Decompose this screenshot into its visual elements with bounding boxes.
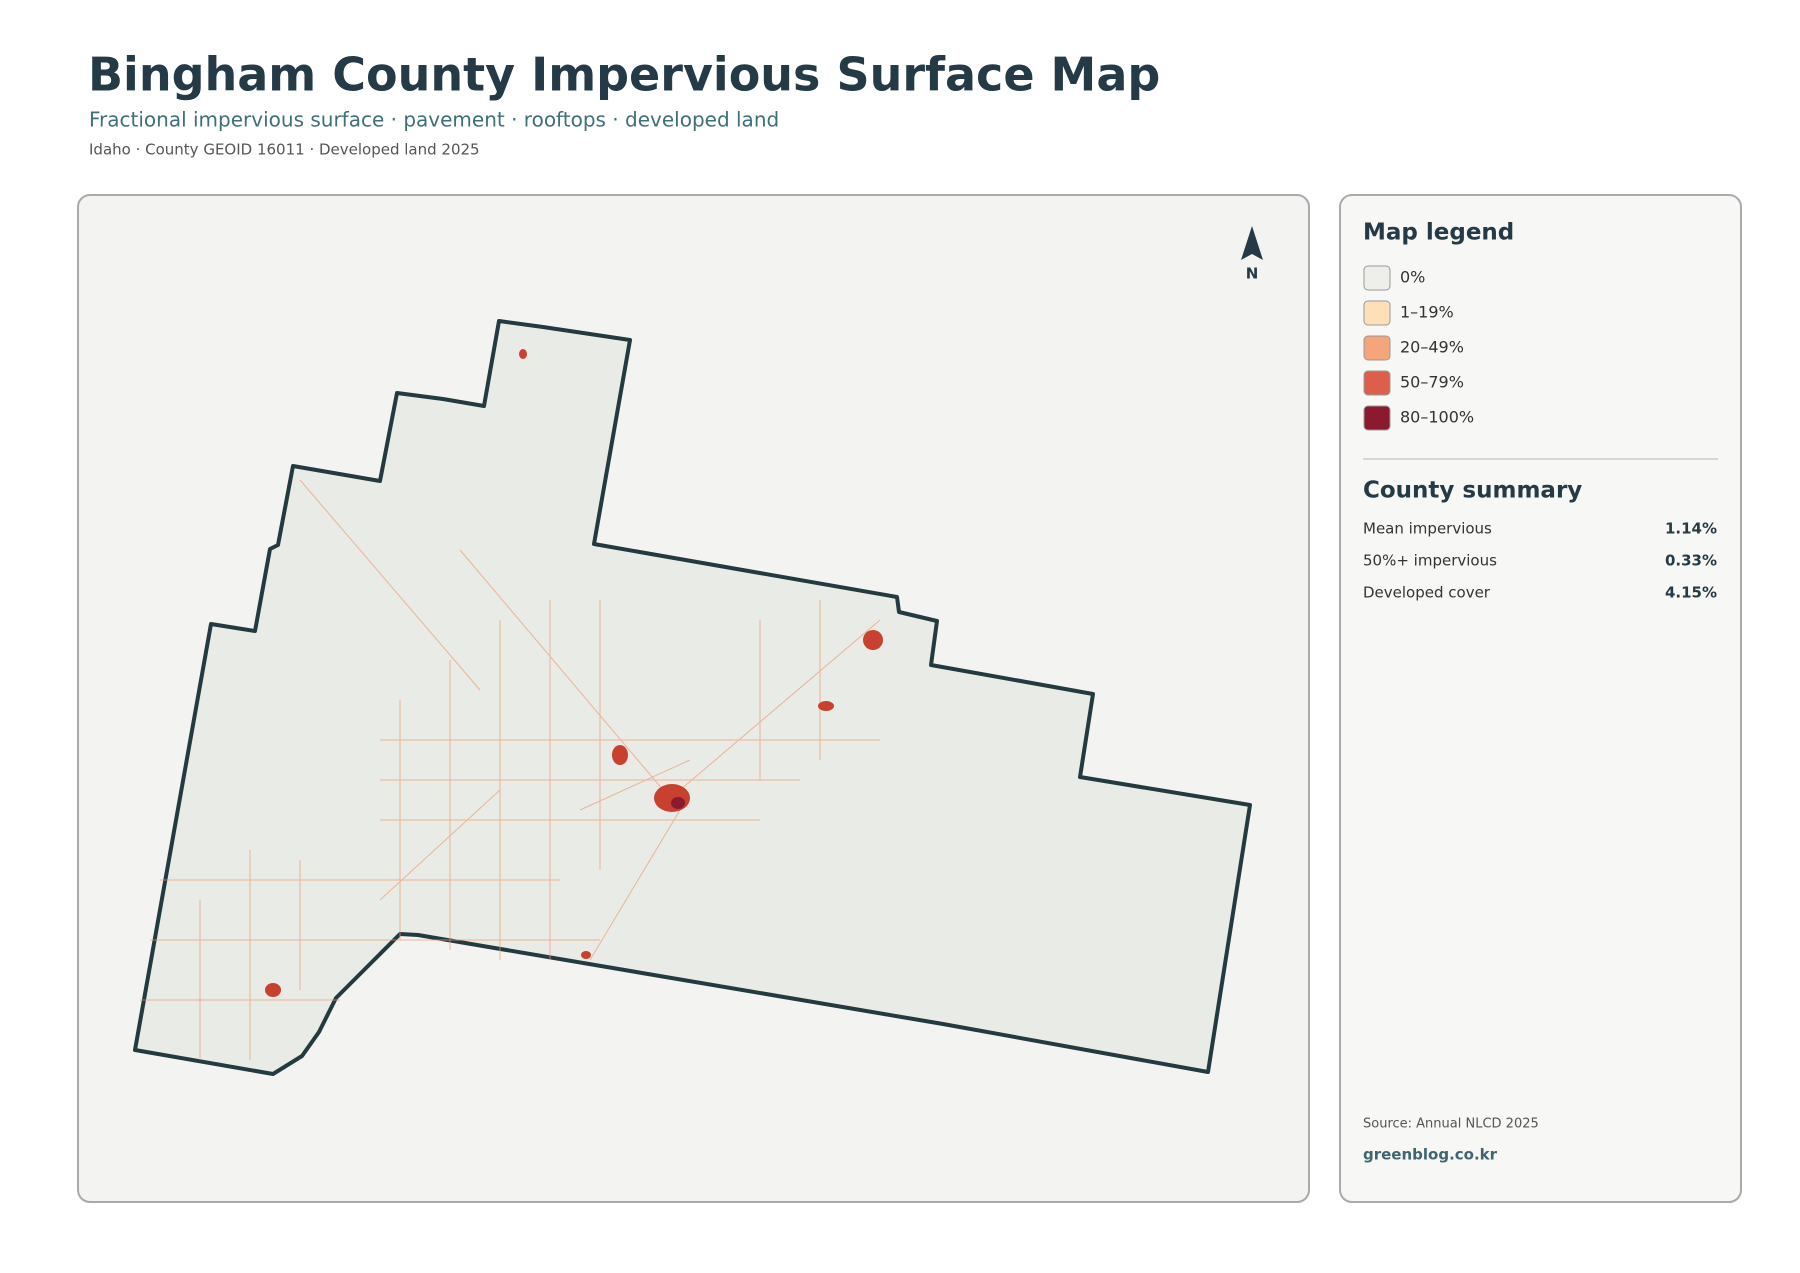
legend-label: 20–49% [1400, 338, 1464, 357]
summary-label: 50%+ impervious [1363, 552, 1497, 570]
meta: Idaho · County GEOID 16011 · Developed l… [89, 141, 480, 159]
county-map [133, 319, 1252, 1076]
legend-swatch [1363, 300, 1391, 326]
legend-swatch [1363, 405, 1391, 431]
title: Bingham County Impervious Surface Map [88, 48, 1160, 102]
legend-swatch [1363, 335, 1391, 361]
site-link[interactable]: greenblog.co.kr [1363, 1146, 1498, 1164]
subtitle: Fractional impervious surface · pavement… [89, 108, 779, 132]
summary-value: 1.14% [1665, 520, 1717, 538]
legend-items: 0% 1–19% 20–49% 50–79% 80–100% [1363, 265, 1474, 431]
legend-label: 1–19% [1400, 303, 1454, 322]
legend-swatch [1363, 370, 1391, 396]
legend-label: 80–100% [1400, 408, 1474, 427]
summary-label: Mean impervious [1363, 520, 1492, 538]
north-label: N [1246, 265, 1259, 283]
legend-label: 50–79% [1400, 373, 1464, 392]
summary-value: 4.15% [1665, 584, 1717, 602]
summary-label: Developed cover [1363, 584, 1491, 602]
legend-label: 0% [1400, 268, 1425, 287]
urban-areas [265, 349, 883, 997]
legend-swatch [1363, 265, 1391, 291]
summary-value: 0.33% [1665, 552, 1717, 570]
source: Source: Annual NLCD 2025 [1363, 1117, 1539, 1132]
urban-core [671, 797, 685, 809]
county-boundary [133, 319, 1252, 1076]
roads [140, 479, 881, 1060]
north-arrow [1241, 226, 1263, 260]
summary-rows: Mean impervious 1.14% 50%+ impervious 0.33%… [1363, 520, 1717, 602]
legend-panel [1339, 194, 1742, 1203]
legend-title: Map legend [1363, 220, 1514, 246]
summary-title: County summary [1363, 478, 1582, 504]
